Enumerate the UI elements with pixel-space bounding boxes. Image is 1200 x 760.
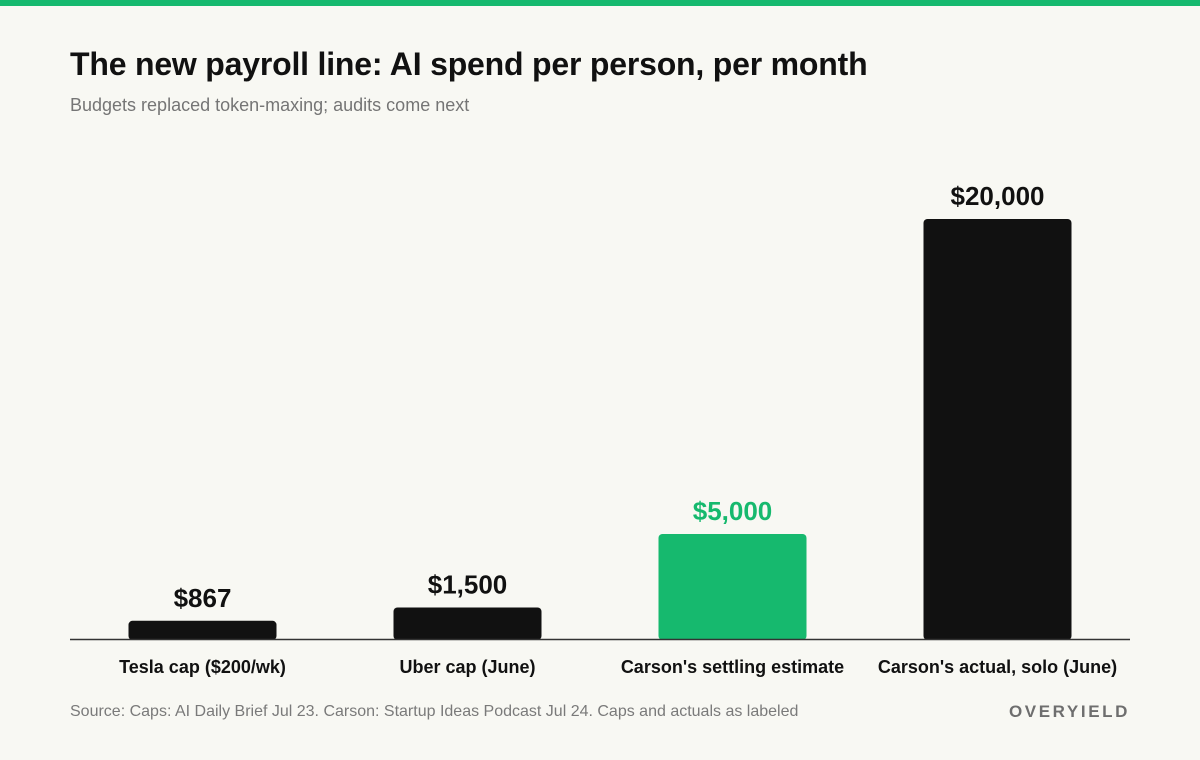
- value-label-3: $20,000: [951, 181, 1045, 211]
- bar-1: [393, 607, 542, 640]
- value-label-0: $867: [174, 583, 232, 613]
- value-label-2: $5,000: [693, 496, 773, 526]
- category-label-0: Tesla cap ($200/wk): [119, 657, 286, 677]
- source-note: Source: Caps: AI Daily Brief Jul 23. Car…: [70, 703, 799, 720]
- bar-0: [128, 620, 277, 640]
- category-labels-group: Tesla cap ($200/wk) Uber cap (June) Carson…: [119, 657, 1117, 677]
- category-label-1: Uber cap (June): [399, 657, 535, 677]
- category-label-3: Carson's actual, solo (June): [878, 657, 1117, 677]
- bar-2: [658, 534, 807, 640]
- value-labels-group: $867 $1,500 $5,000 $20,000: [174, 181, 1045, 613]
- value-label-1: $1,500: [428, 570, 508, 600]
- bars-group: [128, 219, 1072, 640]
- chart-title: The new payroll line: AI spend per perso…: [70, 46, 868, 82]
- bar-3: [923, 219, 1072, 640]
- top-accent-rule: [0, 0, 1200, 6]
- brand-wordmark: OVERYIELD: [1008, 702, 1130, 721]
- chart-subtitle: Budgets replaced token-maxing; audits co…: [70, 95, 470, 115]
- category-label-2: Carson's settling estimate: [621, 657, 844, 677]
